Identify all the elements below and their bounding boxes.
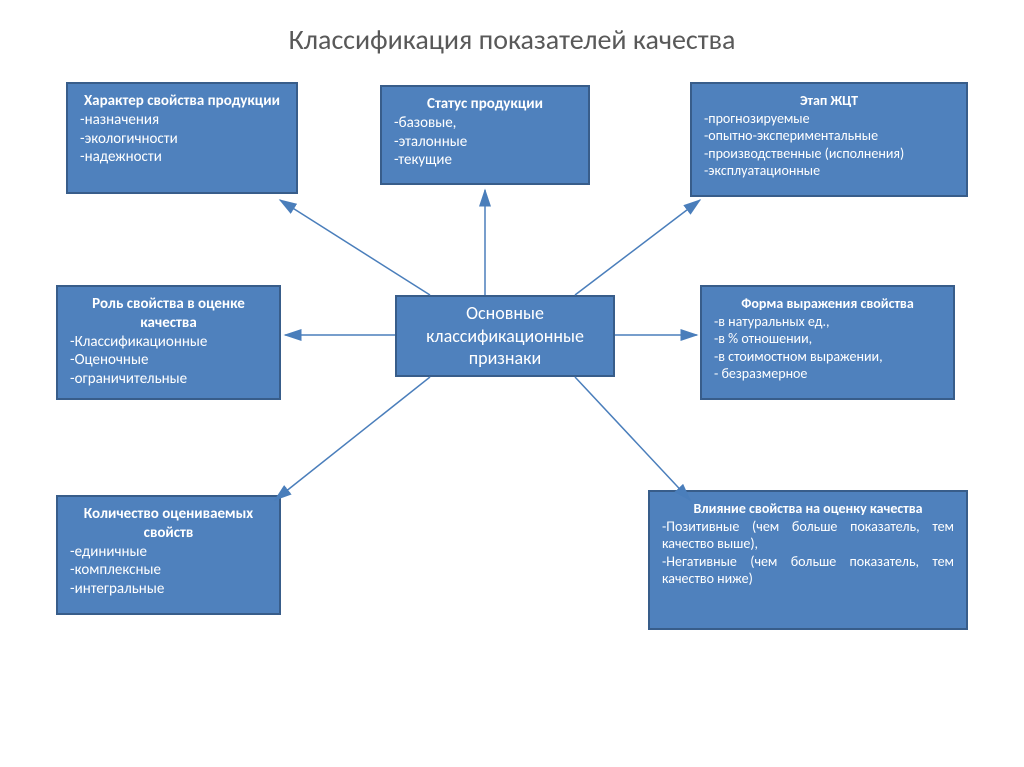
item: -в стоимостном выражении, (714, 348, 941, 366)
item: -прогнозируемые (704, 110, 954, 128)
item: -Классификационные (70, 333, 267, 352)
box-expression-form: Форма выражения свойства -в натуральных … (700, 285, 955, 400)
item: -назначения (80, 111, 284, 130)
diagram-title: Классификация показателей качества (0, 22, 1024, 57)
center-line1: Основные (409, 302, 601, 325)
center-node: Основные классификационные признаки (395, 295, 615, 377)
item: -эксплуатационные (704, 162, 954, 180)
item: -комплексные (70, 561, 267, 580)
item: -Негативные (чем больше показатель, тем … (662, 553, 954, 588)
box-items: -в натуральных ед., -в % отношении, -в с… (714, 313, 941, 383)
item: -Оценочные (70, 351, 267, 370)
box-product-status: Статус продукции -базовые, -эталонные -т… (380, 85, 590, 185)
item: -интегральные (70, 580, 267, 599)
item: - безразмерное (714, 365, 941, 383)
item: -эталонные (394, 133, 576, 152)
box-items: -назначения -экологичности -надежности (80, 111, 284, 167)
box-title: Количество оцениваемых свойств (70, 505, 267, 543)
box-title: Статус продукции (394, 95, 576, 114)
item: -единичные (70, 543, 267, 562)
box-property-influence: Влияние свойства на оценку качества -Поз… (648, 490, 968, 630)
box-items: -прогнозируемые -опытно-экспериментальны… (704, 110, 954, 180)
box-title: Этап ЖЦТ (704, 92, 954, 110)
item: -опытно-экспериментальные (704, 127, 954, 145)
center-line2: классификационные (409, 325, 601, 348)
box-product-property-character: Характер свойства продукции -назначения … (66, 82, 298, 194)
item: -в натуральных ед., (714, 313, 941, 331)
box-title: Влияние свойства на оценку качества (662, 500, 954, 518)
item: -надежности (80, 148, 284, 167)
item: -базовые, (394, 114, 576, 133)
box-property-role: Роль свойства в оценке качества -Классиф… (56, 285, 281, 400)
box-title: Роль свойства в оценке качества (70, 295, 267, 333)
item: -экологичности (80, 130, 284, 149)
box-property-count: Количество оцениваемых свойств -единичны… (56, 495, 281, 615)
center-line3: признаки (409, 347, 601, 370)
item: -производственные (исполнения) (704, 145, 954, 163)
item: -Позитивные (чем больше показатель, тем … (662, 518, 954, 553)
item: -в % отношении, (714, 330, 941, 348)
box-lifecycle-stage: Этап ЖЦТ -прогнозируемые -опытно-экспери… (690, 82, 968, 197)
box-items: -Позитивные (чем больше показатель, тем … (662, 518, 954, 588)
box-title: Характер свойства продукции (80, 92, 284, 111)
box-items: -Классификационные -Оценочные -ограничит… (70, 333, 267, 389)
item: -текущие (394, 151, 576, 170)
box-title: Форма выражения свойства (714, 295, 941, 313)
box-items: -единичные -комплексные -интегральные (70, 543, 267, 599)
item: -ограничительные (70, 370, 267, 389)
box-items: -базовые, -эталонные -текущие (394, 114, 576, 170)
